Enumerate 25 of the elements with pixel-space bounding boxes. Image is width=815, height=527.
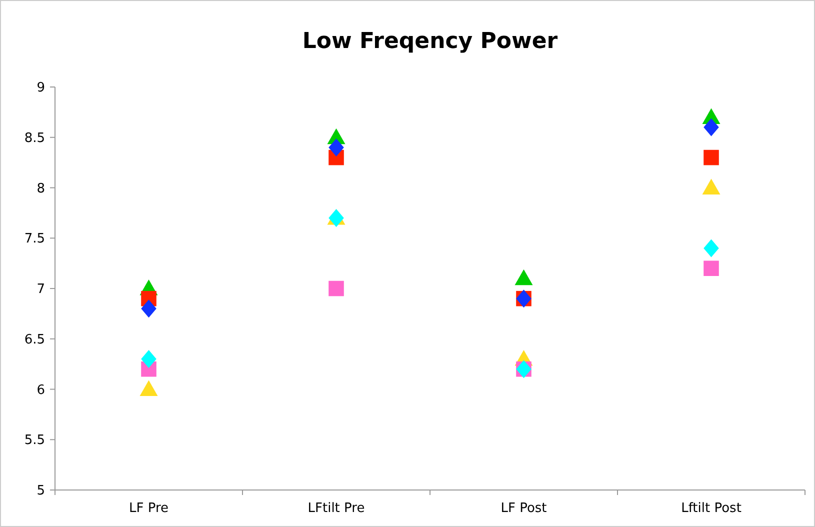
point bbox=[328, 280, 344, 296]
y-tick-label: 8.5 bbox=[24, 130, 45, 146]
point bbox=[704, 150, 719, 166]
y-tick-label: 6.5 bbox=[24, 332, 45, 348]
y-tick-label: 5.5 bbox=[24, 433, 45, 448]
x-tick-label: LFtilt Pre bbox=[308, 501, 365, 516]
y-tick-label: 7 bbox=[36, 282, 45, 298]
y-tick-label: 7.5 bbox=[24, 232, 45, 247]
y-tick-label: 8 bbox=[36, 181, 45, 196]
point bbox=[141, 350, 156, 368]
point bbox=[702, 178, 720, 194]
chart-title: Low Freqency Power bbox=[302, 29, 558, 54]
point bbox=[140, 380, 158, 396]
point bbox=[704, 260, 719, 276]
point bbox=[514, 269, 533, 286]
point bbox=[141, 300, 156, 318]
y-tick-label: 6 bbox=[36, 382, 45, 398]
x-tick-label: LF Pre bbox=[128, 501, 169, 516]
y-tick-label: 9 bbox=[36, 80, 45, 96]
point bbox=[704, 118, 719, 136]
x-tick-label: LF Post bbox=[500, 501, 547, 516]
y-tick-label: 5 bbox=[36, 484, 45, 499]
point bbox=[328, 138, 344, 156]
x-tick-label: Lftilt Post bbox=[681, 501, 742, 516]
point bbox=[704, 239, 719, 258]
